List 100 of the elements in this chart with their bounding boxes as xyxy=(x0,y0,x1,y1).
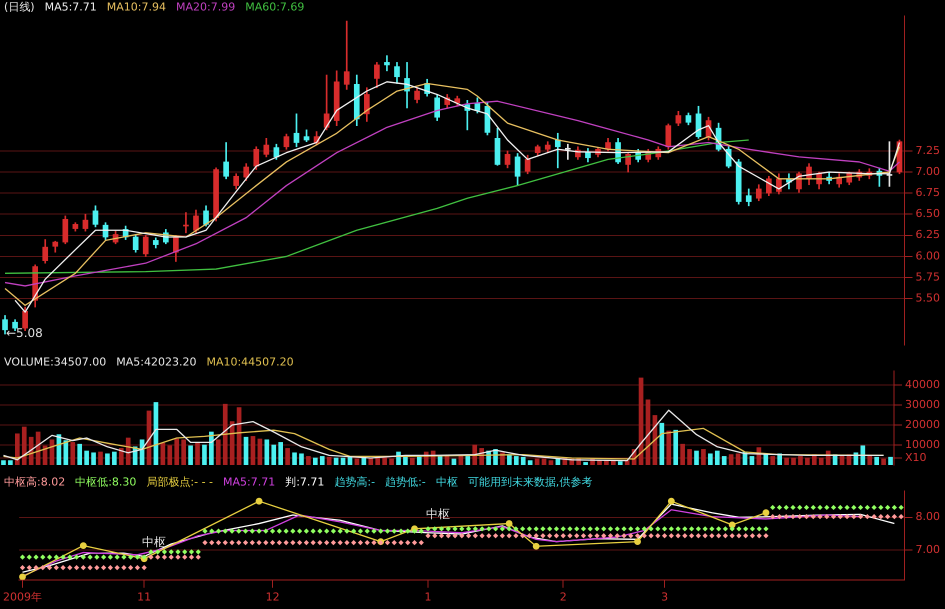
bar xyxy=(244,436,248,465)
chart-title: VOLUME:34507.00 xyxy=(4,355,106,368)
bar xyxy=(64,440,68,465)
bar xyxy=(354,458,360,465)
bar xyxy=(583,462,588,465)
y-tick-label: 7.00 xyxy=(916,543,940,556)
bar xyxy=(874,456,880,465)
x-tick-label: 3 xyxy=(661,590,668,604)
bar xyxy=(258,438,262,465)
bar xyxy=(334,458,338,465)
text: 可能用到未来数据,供参考 xyxy=(468,475,592,488)
bar xyxy=(306,456,311,465)
bar xyxy=(250,436,256,465)
bar xyxy=(278,442,284,465)
text: 趋势高:- xyxy=(334,475,376,488)
bar xyxy=(326,456,332,465)
bar xyxy=(98,452,103,465)
bar xyxy=(271,444,276,465)
bar xyxy=(188,445,193,465)
bar xyxy=(340,458,346,465)
bar xyxy=(701,449,706,465)
bar xyxy=(230,421,234,465)
y-tick-label: 7.25 xyxy=(916,144,940,157)
bar xyxy=(216,439,221,465)
x-tick-label: 1 xyxy=(424,590,432,604)
text: MA20:7.99 xyxy=(176,0,236,14)
bar xyxy=(112,452,117,465)
y-tick-label: 6.50 xyxy=(916,207,940,220)
text: MA60:7.69 xyxy=(245,0,304,14)
text: 趋势低:- xyxy=(385,475,426,488)
bar xyxy=(520,456,526,465)
y-tick-label: 20000 xyxy=(905,418,940,431)
point xyxy=(506,520,513,527)
bar xyxy=(514,456,519,465)
point xyxy=(256,498,262,505)
y-tick-label: 30000 xyxy=(905,398,940,411)
bar xyxy=(728,454,734,465)
x-tick-label: 11 xyxy=(137,590,152,604)
bar xyxy=(70,442,76,465)
bar xyxy=(458,456,464,465)
y-tick-label: 10000 xyxy=(905,438,940,451)
bar xyxy=(548,460,554,465)
bar xyxy=(618,461,623,465)
bar xyxy=(181,439,186,465)
bar xyxy=(42,446,48,465)
y-tick-label: 40000 xyxy=(905,378,940,391)
bar xyxy=(673,430,678,465)
bar xyxy=(784,458,789,465)
y-tick-label: 7.00 xyxy=(916,164,940,178)
bar xyxy=(646,399,650,465)
bar xyxy=(770,456,776,465)
bar xyxy=(438,456,442,465)
bar xyxy=(534,458,540,465)
bar xyxy=(195,442,200,465)
candlestick xyxy=(886,141,892,187)
bar xyxy=(160,442,166,465)
text: MA10:7.94 xyxy=(106,0,166,14)
bar xyxy=(84,450,89,465)
text: 中枢高:8.02 xyxy=(4,475,66,488)
bar xyxy=(8,460,13,465)
bar xyxy=(348,456,352,465)
point xyxy=(634,538,641,546)
bar xyxy=(528,460,532,465)
point xyxy=(532,542,540,550)
bar xyxy=(382,458,387,465)
bar xyxy=(167,445,172,465)
bar xyxy=(22,426,27,465)
bar xyxy=(680,444,685,465)
bar xyxy=(722,456,727,465)
bar xyxy=(292,452,297,465)
bar xyxy=(389,458,394,465)
bar xyxy=(410,458,415,465)
bar xyxy=(818,458,824,465)
chart-title: (日线) xyxy=(4,0,35,14)
bar xyxy=(50,439,54,465)
bar xyxy=(888,456,893,465)
text: MA5:7.71 xyxy=(223,475,276,488)
bar xyxy=(77,444,82,465)
bar xyxy=(1,460,6,465)
bar xyxy=(140,439,144,465)
bar xyxy=(264,439,270,465)
text: 判:7.71 xyxy=(285,475,324,488)
x-tick-label: 12 xyxy=(266,590,280,604)
bar xyxy=(791,458,796,465)
text: MA5:42023.20 xyxy=(116,355,196,368)
candlestick xyxy=(183,212,189,234)
y-tick-label: 8.00 xyxy=(916,510,940,524)
bar xyxy=(236,407,242,465)
bar xyxy=(708,453,713,465)
text: 局部极点:- - - xyxy=(146,475,214,488)
candlestick xyxy=(384,55,390,72)
bar xyxy=(299,453,304,465)
bar xyxy=(694,450,699,465)
annotation: ←5.08 xyxy=(6,326,43,340)
x-tick-label: 2009年 xyxy=(3,590,42,604)
bar xyxy=(638,378,644,465)
bar xyxy=(444,456,450,465)
bar xyxy=(313,458,318,465)
text: 中枢低:8.30 xyxy=(75,475,136,488)
bar xyxy=(736,453,740,465)
